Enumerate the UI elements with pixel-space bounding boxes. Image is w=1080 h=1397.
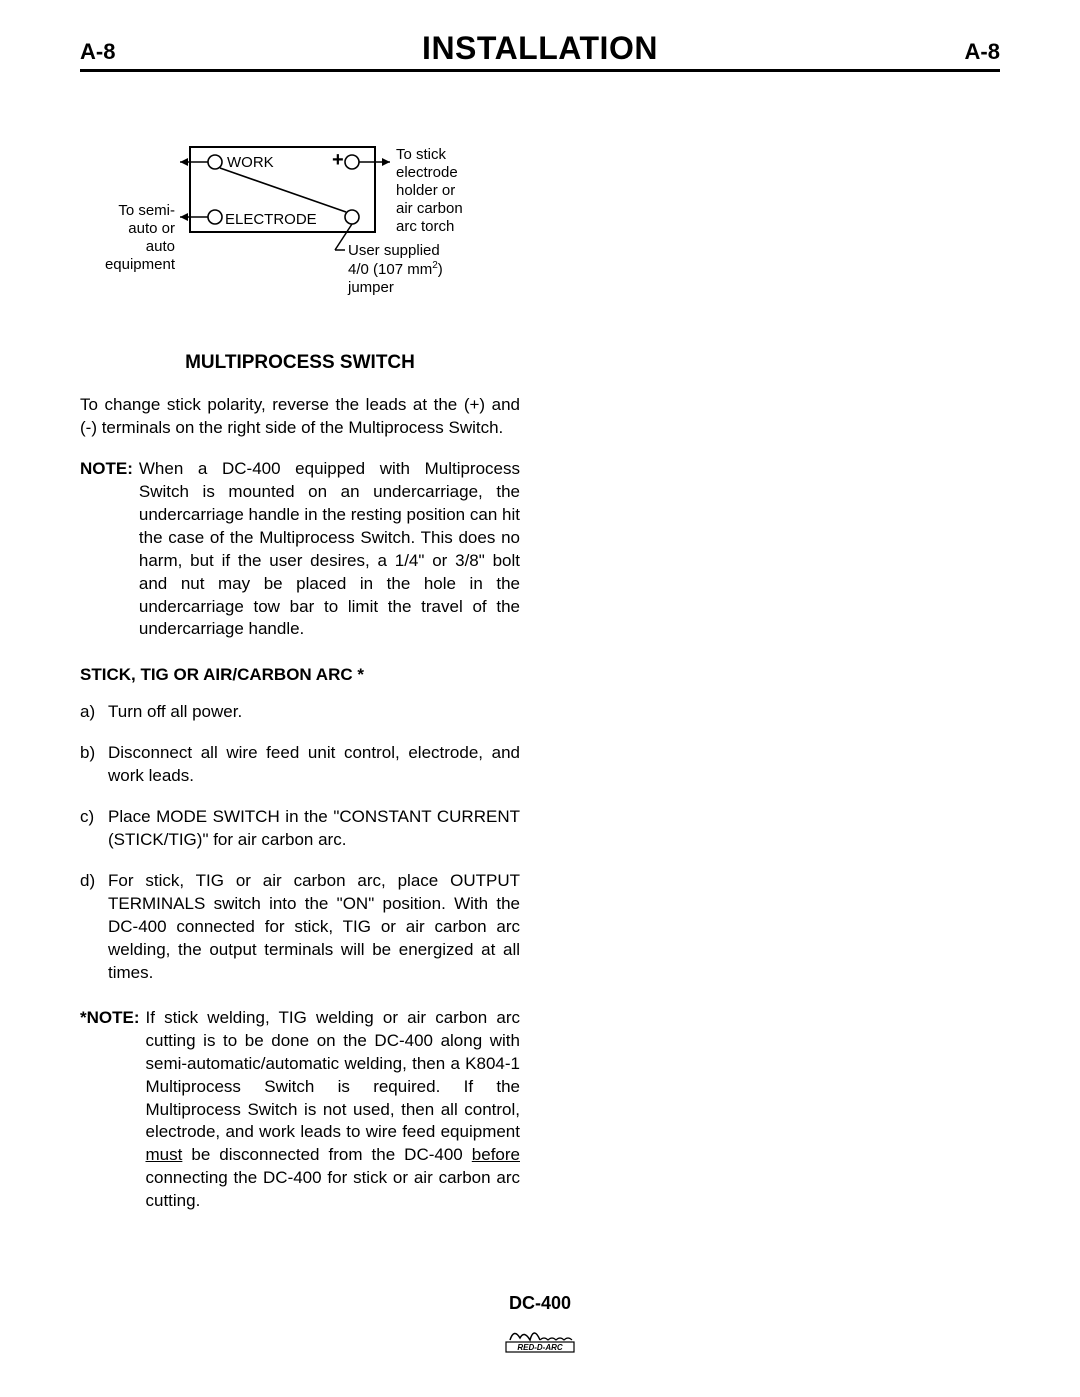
red-d-arc-logo: RED-D-ARC bbox=[0, 1320, 1080, 1359]
list-marker: c) bbox=[80, 806, 108, 852]
list-item: b) Disconnect all wire feed unit control… bbox=[80, 742, 520, 788]
section-title-multiprocess: MULTIPROCESS SWITCH bbox=[80, 352, 520, 374]
footer-model: DC-400 bbox=[0, 1293, 1080, 1314]
list-marker: a) bbox=[80, 701, 108, 724]
svg-text:RED-D-ARC: RED-D-ARC bbox=[517, 1343, 563, 1352]
note-body: When a DC-400 equipped with Multiprocess… bbox=[139, 458, 520, 642]
diagram-jumper-label: User supplied4/0 (107 mm2)jumper bbox=[348, 242, 443, 297]
subhead-stick-tig: STICK, TIG OR AIR/CARBON ARC * bbox=[80, 665, 520, 685]
header-page-left: A-8 bbox=[80, 39, 115, 65]
header-title: INSTALLATION bbox=[422, 30, 658, 67]
content-column: + WORK ELECTRODE bbox=[80, 132, 520, 1213]
note2-pre: If stick welding, TIG welding or air car… bbox=[146, 1008, 521, 1142]
note-multiprocess-required: *NOTE: If stick welding, TIG welding or … bbox=[80, 1007, 520, 1213]
note-label: *NOTE: bbox=[80, 1007, 146, 1213]
note2-post: connecting the DC-400 for stick or air c… bbox=[146, 1168, 521, 1210]
note-undercarriage: NOTE: When a DC-400 equipped with Multip… bbox=[80, 458, 520, 642]
diagram-right-top-label: To stickelectrodeholder orair carbonarc … bbox=[396, 146, 463, 236]
note2-mid: be disconnected from the DC-400 bbox=[182, 1145, 471, 1164]
multiprocess-switch-diagram: + WORK ELECTRODE bbox=[80, 132, 520, 322]
list-marker: b) bbox=[80, 742, 108, 788]
note2-must: must bbox=[146, 1145, 183, 1164]
list-marker: d) bbox=[80, 870, 108, 985]
list-body: For stick, TIG or air carbon arc, place … bbox=[108, 870, 520, 985]
note-label: NOTE: bbox=[80, 458, 139, 642]
page-footer: DC-400 RED-D-ARC bbox=[0, 1293, 1080, 1359]
page: A-8 INSTALLATION A-8 + WORK ELECTRODE bbox=[0, 0, 1080, 1397]
polarity-paragraph: To change stick polarity, reverse the le… bbox=[80, 394, 520, 440]
note2-before: before bbox=[472, 1145, 520, 1164]
svg-text:+: + bbox=[332, 149, 344, 171]
svg-text:WORK: WORK bbox=[227, 154, 274, 171]
header-page-right: A-8 bbox=[965, 39, 1000, 65]
list-item: a) Turn off all power. bbox=[80, 701, 520, 724]
procedure-list: a) Turn off all power. b) Disconnect all… bbox=[80, 701, 520, 984]
page-header: A-8 INSTALLATION A-8 bbox=[80, 30, 1000, 72]
list-body: Place MODE SWITCH in the "CONSTANT CURRE… bbox=[108, 806, 520, 852]
diagram-left-label: To semi-auto orautoequipment bbox=[80, 202, 175, 274]
list-item: c) Place MODE SWITCH in the "CONSTANT CU… bbox=[80, 806, 520, 852]
svg-text:ELECTRODE: ELECTRODE bbox=[225, 211, 317, 228]
list-body: Turn off all power. bbox=[108, 701, 520, 724]
note-body: If stick welding, TIG welding or air car… bbox=[146, 1007, 521, 1213]
list-body: Disconnect all wire feed unit control, e… bbox=[108, 742, 520, 788]
list-item: d) For stick, TIG or air carbon arc, pla… bbox=[80, 870, 520, 985]
